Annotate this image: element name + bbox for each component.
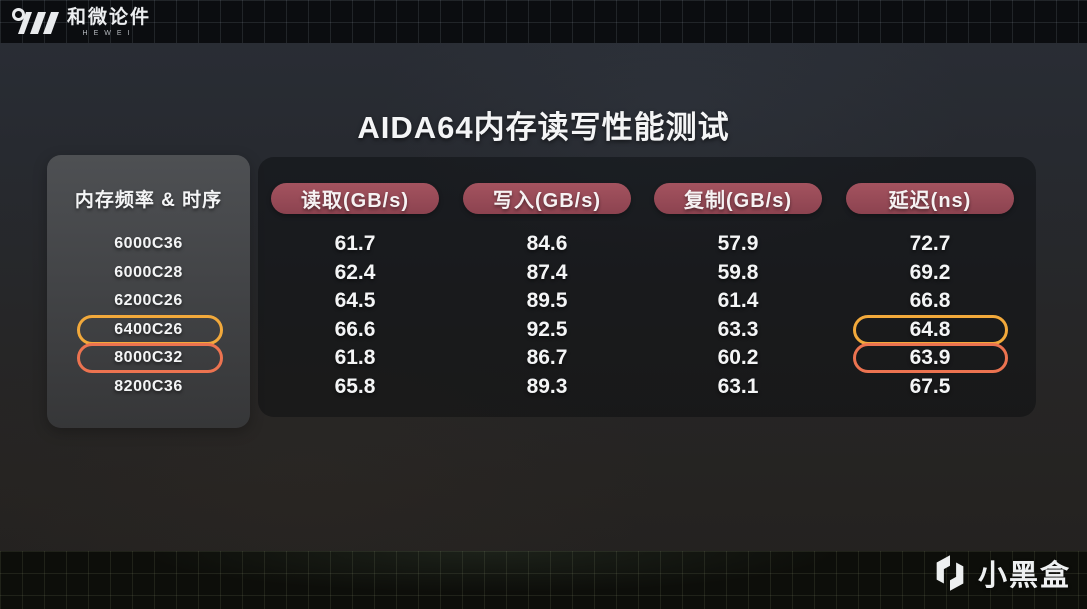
- cell-6200C26-col2: 61.4: [717, 289, 759, 312]
- column-header-1: 写入(GB/s): [463, 183, 631, 214]
- cell-8000C32-col3: 63.9: [909, 346, 951, 369]
- cell-6200C26-col1: 89.5: [526, 289, 568, 312]
- highlight-outline-latency-8000C32: [853, 343, 1008, 373]
- xiaoheihe-watermark: 小黑盒: [930, 552, 1071, 594]
- hewei-logo-icon: [10, 6, 60, 36]
- logo-ring-shape: [12, 8, 25, 21]
- highlight-outline-latency-6400C26: [853, 314, 1008, 345]
- cell-6000C28-col1: 87.4: [526, 260, 568, 284]
- row-header-label: 内存频率 & 时序: [74, 190, 223, 211]
- cell-6000C36-col3: 72.7: [909, 232, 951, 255]
- hewei-logo-text: 和微论件 HEWEI: [67, 7, 152, 38]
- logo-bar-shape: [42, 12, 60, 34]
- cell-8200C36-col1: 89.3: [526, 374, 568, 398]
- row-label-6400C26: 6400C26: [114, 320, 183, 338]
- cell-8000C32-col2: 60.2: [717, 346, 759, 369]
- brand-subname: HEWEI: [82, 30, 136, 37]
- highlight-outline-label-8000C32: [77, 343, 223, 373]
- row-header-panel: [47, 155, 250, 428]
- cell-8200C36-col3: 67.5: [909, 374, 951, 398]
- watermark-label: 小黑盒: [977, 560, 1071, 592]
- cell-8200C36-col2: 63.1: [717, 374, 759, 398]
- cell-6000C28-col2: 59.8: [717, 260, 759, 284]
- cell-6400C26-col0: 66.6: [334, 317, 376, 341]
- cell-8200C36-col0: 65.8: [334, 374, 376, 398]
- page-title: AIDA64内存读写性能测试: [357, 110, 730, 145]
- column-header-3: 延迟(ns): [846, 183, 1014, 214]
- cell-6000C28-col0: 62.4: [334, 260, 376, 284]
- hewei-logo: 和微论件 HEWEI: [10, 6, 151, 37]
- cell-8000C32-col1: 86.7: [526, 346, 568, 369]
- cell-6200C26-col0: 64.5: [334, 289, 376, 312]
- cell-6000C36-col0: 61.7: [334, 232, 376, 255]
- cell-6400C26-col1: 92.5: [526, 317, 568, 341]
- bottom-grid-pattern: [0, 551, 1087, 609]
- row-label-6000C36: 6000C36: [114, 235, 183, 252]
- cell-6400C26-col2: 63.3: [717, 317, 759, 341]
- xiaoheihe-box-icon: [936, 555, 964, 591]
- cell-6200C26-col3: 66.8: [909, 289, 951, 312]
- cell-6400C26-col3: 64.8: [909, 317, 951, 341]
- highlight-outline-label-6400C26: [77, 314, 223, 345]
- brand-name: 和微论件: [67, 7, 152, 28]
- column-header-2: 复制(GB/s): [654, 183, 822, 214]
- row-label-6200C26: 6200C26: [114, 292, 183, 309]
- column-header-0: 读取(GB/s): [271, 183, 439, 214]
- cell-6000C28-col3: 69.2: [909, 260, 951, 284]
- cell-8000C32-col0: 61.8: [334, 346, 376, 369]
- cell-6000C36-col1: 84.6: [526, 232, 568, 255]
- row-label-6000C28: 6000C28: [114, 263, 183, 281]
- row-label-8200C36: 8200C36: [114, 377, 183, 395]
- top-grid-pattern: [0, 0, 1087, 43]
- cell-6000C36-col2: 57.9: [717, 232, 759, 255]
- row-label-8000C32: 8000C32: [114, 349, 183, 366]
